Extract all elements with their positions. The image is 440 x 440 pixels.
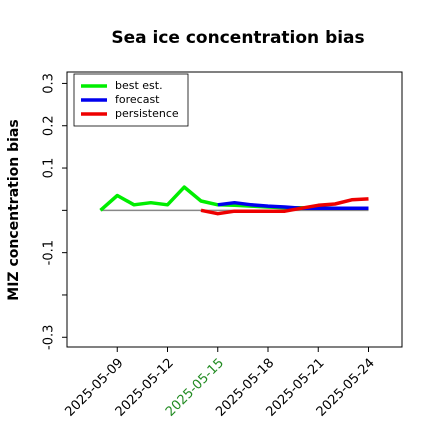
legend-label: persistence [115, 107, 179, 120]
legend-label: forecast [115, 93, 160, 106]
y-tick-label: -0.1 [42, 240, 57, 265]
plot-frame [66, 71, 403, 348]
y-tick-label: 0.1 [42, 158, 57, 179]
y-tick-label: 0.2 [42, 115, 57, 136]
legend-label: best est. [115, 79, 163, 92]
y-tick-label: 0.3 [42, 73, 57, 94]
chart-title: Sea ice concentration bias [111, 28, 364, 48]
series-line [200, 197, 369, 216]
series-line [217, 200, 369, 210]
y-axis-label: MIZ concentration bias [6, 119, 22, 300]
y-tick-label: -0.3 [42, 325, 57, 350]
